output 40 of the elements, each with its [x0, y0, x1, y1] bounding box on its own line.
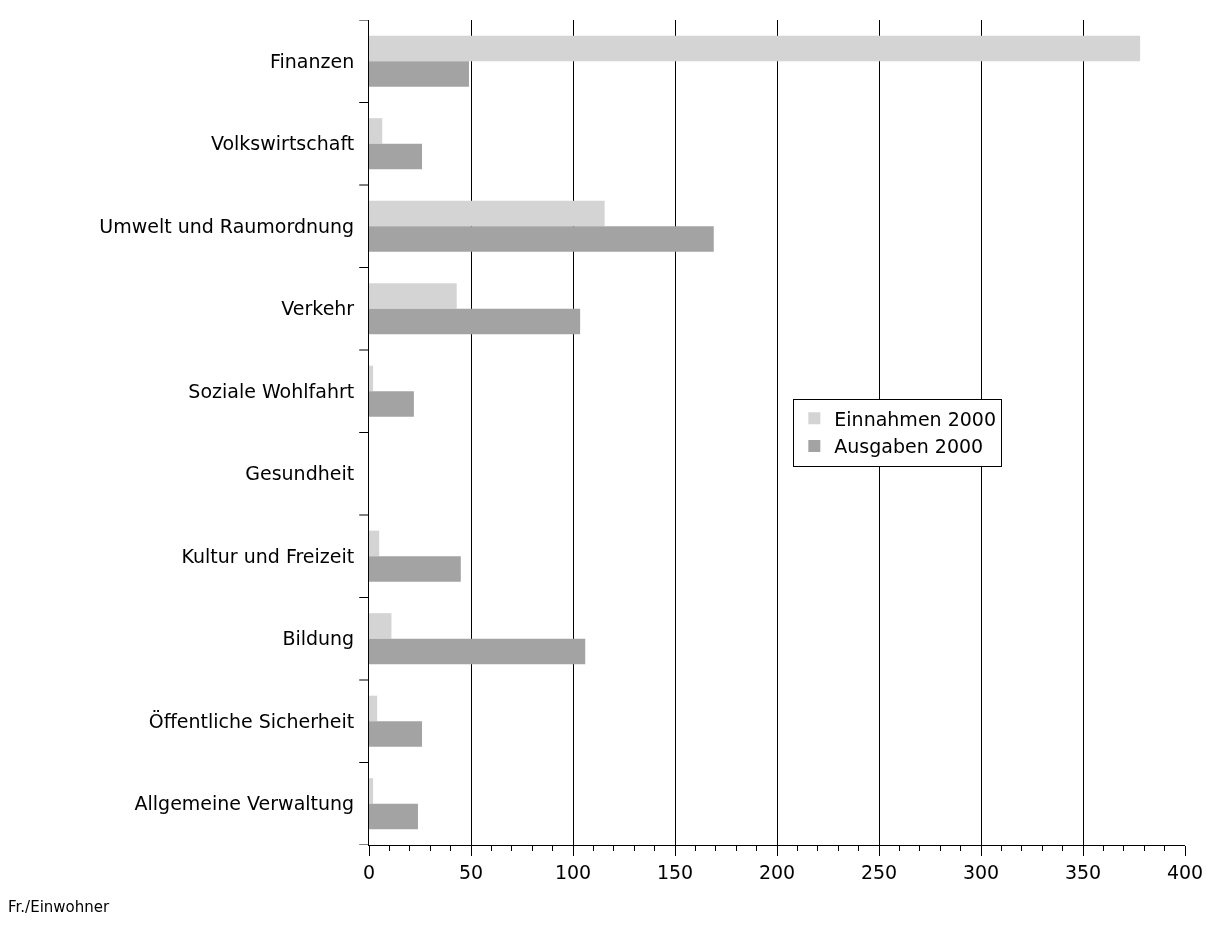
legend-label: Ausgaben 2000 [834, 435, 984, 458]
x-tick-label: 150 [656, 860, 694, 883]
y-tick-label: Volkswirtschaft [210, 132, 355, 155]
bar [369, 143, 423, 170]
bar [369, 283, 457, 309]
y-tick-label: Öffentliche Sicherheit [148, 709, 355, 732]
y-tick-label: Finanzen [269, 49, 355, 72]
bar [369, 530, 380, 557]
bar [369, 61, 469, 87]
bar [369, 200, 605, 227]
bar [369, 365, 374, 392]
x-tick-label: 400 [1166, 860, 1204, 883]
y-tick-label: Umwelt und Raumordnung [99, 214, 355, 237]
y-tick-label: Kultur und Freizeit [181, 544, 355, 567]
y-tick-label: Bildung [282, 627, 355, 650]
x-tick-label: 300 [962, 860, 1000, 883]
y-tick-label: Verkehr [281, 297, 355, 320]
bar [369, 778, 374, 804]
y-tick-label: Gesundheit [245, 462, 355, 485]
bar [369, 695, 378, 722]
x-tick-label: 0 [362, 860, 376, 883]
bar [369, 118, 383, 144]
y-tick-label: Soziale Wohlfahrt [188, 379, 355, 402]
x-tick-label: 50 [458, 860, 484, 883]
x-tick-label: 200 [758, 860, 796, 883]
bar [369, 721, 423, 747]
x-tick-label: 250 [860, 860, 898, 883]
bar [369, 803, 418, 830]
bar [369, 308, 581, 335]
text: Fr./Einwohner [8, 898, 110, 916]
x-tick-label: 350 [1064, 860, 1102, 883]
bar [369, 613, 392, 639]
bar [369, 35, 1141, 62]
x-tick-label: 100 [554, 860, 592, 883]
y-tick-label: Allgemeine Verwaltung [134, 792, 355, 815]
bar [369, 638, 586, 665]
bar [369, 391, 414, 417]
bar [369, 226, 714, 252]
legend-label: Einnahmen 2000 [834, 407, 997, 430]
bar [369, 556, 461, 582]
